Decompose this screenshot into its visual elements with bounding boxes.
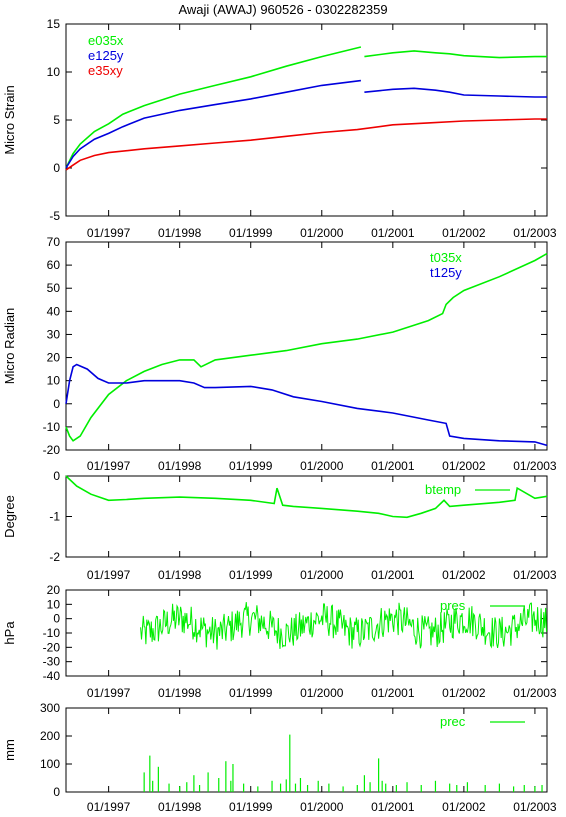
y-axis-label: mm [2, 739, 17, 761]
panel-5: 0 100 200 300 01/1997 01/1998 01/1999 01/2000 01… [2, 701, 557, 814]
x-tick-label: 01/2002 [442, 226, 486, 240]
x-tick-label: 01/1999 [229, 459, 273, 473]
legend-label: e035x [88, 33, 124, 48]
legend-label: prec [440, 714, 466, 729]
figure-title: Awaji (AWAJ) 960526 - 0302282359 [178, 2, 388, 17]
series-line-t035x [65, 252, 548, 442]
x-tick-label: 01/2001 [371, 568, 415, 582]
x-tick-label: 01/1999 [229, 568, 273, 582]
x-tick-label: 01/2000 [300, 800, 344, 814]
x-tick-label: 01/2003 [513, 226, 557, 240]
x-tick-label: 01/1999 [229, 226, 273, 240]
x-tick-label: 01/2002 [442, 459, 486, 473]
panel-1: -5 0 5 10 15 01/1997 01/1998 01/1999 01/2000 01/2… [2, 17, 557, 240]
panel-3: -2 -1 0 01/1997 01/1998 01/1999 01/2000 01/2001… [2, 469, 557, 582]
x-tick-label: 01/2000 [300, 686, 344, 700]
y-tick-label: 60 [47, 258, 61, 272]
y-tick-label: 0 [53, 161, 60, 175]
y-axis-label: Micro Strain [2, 85, 17, 154]
plot-frame [65, 241, 548, 451]
x-tick-label: 01/1998 [158, 459, 202, 473]
legend-label: t125y [430, 265, 462, 280]
x-tick-label: 01/2002 [442, 568, 486, 582]
legend-label: pres [440, 598, 466, 613]
x-tick-label: 01/2001 [371, 459, 415, 473]
x-tick-label: 01/1999 [229, 800, 273, 814]
x-tick-label: 01/1998 [158, 686, 202, 700]
y-tick-label: 70 [47, 235, 61, 249]
y-tick-label: 40 [47, 304, 61, 318]
y-tick-label: -5 [49, 209, 60, 223]
x-tick-label: 01/2000 [300, 226, 344, 240]
x-tick-label: 01/1998 [158, 226, 202, 240]
y-tick-label: 15 [47, 17, 61, 31]
x-tick-label: 01/2001 [371, 686, 415, 700]
y-axis-label: Degree [2, 495, 17, 538]
panel-2: -20 -10 0 10 20 30 40 50 60 70 01/1997 01/1998 01/19… [2, 235, 557, 473]
x-tick-label: 01/1997 [87, 568, 131, 582]
plot-frame [65, 589, 548, 677]
x-tick-label: 01/2003 [513, 800, 557, 814]
legend-label: e35xy [88, 63, 123, 78]
x-tick-label: 01/1998 [158, 568, 202, 582]
y-tick-label: 100 [40, 757, 60, 771]
x-tick-label: 01/2003 [513, 568, 557, 582]
x-tick-label: 01/1997 [87, 686, 131, 700]
legend-label: btemp [425, 482, 461, 497]
y-axis-label: Micro Radian [2, 308, 17, 385]
x-tick-label: 01/1999 [229, 686, 273, 700]
x-tick-label: 01/2000 [300, 568, 344, 582]
y-tick-label: 200 [40, 729, 60, 743]
y-tick-label: 5 [53, 113, 60, 127]
y-tick-label: 20 [47, 583, 61, 597]
y-tick-label: 300 [40, 701, 60, 715]
series-line-e035x [65, 46, 547, 169]
series-line-t125y [65, 363, 548, 447]
x-tick-label: 01/2001 [371, 800, 415, 814]
legend-label: t035x [430, 250, 462, 265]
x-tick-label: 01/2003 [513, 686, 557, 700]
y-tick-label: -20 [43, 640, 61, 654]
y-tick-label: -10 [43, 626, 61, 640]
y-tick-label: 10 [47, 597, 61, 611]
x-tick-label: 01/2003 [513, 459, 557, 473]
plot-frame [65, 707, 548, 793]
y-tick-label: -10 [43, 420, 61, 434]
y-tick-label: 0 [53, 397, 60, 411]
plot-frame [65, 475, 548, 558]
y-axis-label: hPa [2, 621, 17, 645]
y-tick-label: -30 [43, 655, 61, 669]
y-tick-label: -2 [49, 550, 60, 564]
x-tick-label: 01/1997 [87, 459, 131, 473]
x-tick-label: 01/1998 [158, 800, 202, 814]
y-tick-label: 10 [47, 374, 61, 388]
series-line-e35xy [65, 118, 547, 171]
x-tick-label: 01/1997 [87, 226, 131, 240]
y-tick-label: 0 [53, 612, 60, 626]
y-tick-label: 30 [47, 327, 61, 341]
y-tick-label: 50 [47, 281, 61, 295]
y-tick-label: 0 [53, 785, 60, 799]
series-line-btemp [65, 475, 548, 519]
legend-label: e125y [88, 48, 124, 63]
x-tick-label: 01/2002 [442, 686, 486, 700]
y-tick-label: -1 [49, 510, 60, 524]
y-tick-label: 0 [53, 469, 60, 483]
series-line-e125y [65, 79, 547, 169]
y-tick-label: -20 [43, 443, 61, 457]
x-tick-label: 01/2000 [300, 459, 344, 473]
x-tick-label: 01/2001 [371, 226, 415, 240]
y-tick-label: -40 [43, 669, 61, 683]
x-tick-label: 01/1997 [87, 800, 131, 814]
y-tick-label: 10 [47, 65, 61, 79]
series-line-pres [140, 602, 547, 650]
y-tick-label: 20 [47, 351, 61, 365]
x-tick-label: 01/2002 [442, 800, 486, 814]
